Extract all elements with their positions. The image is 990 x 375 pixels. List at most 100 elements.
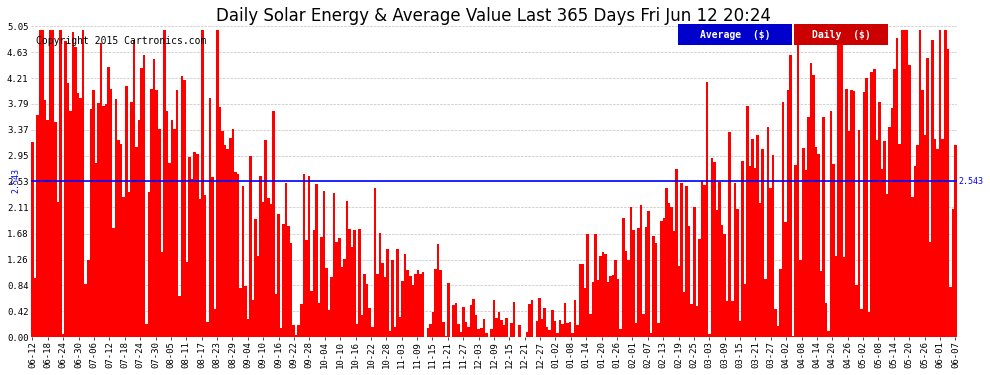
Bar xyxy=(407,270,409,337)
Bar xyxy=(292,325,295,337)
Bar xyxy=(199,198,201,337)
Bar xyxy=(734,183,737,337)
Bar xyxy=(452,305,454,337)
Bar xyxy=(597,280,599,337)
Bar xyxy=(242,186,245,337)
Bar xyxy=(123,197,125,337)
Bar xyxy=(363,274,366,337)
Title: Daily Solar Energy & Average Value Last 365 Days Fri Jun 12 20:24: Daily Solar Energy & Average Value Last … xyxy=(217,7,771,25)
Bar xyxy=(206,322,209,337)
Bar xyxy=(269,204,272,337)
Bar xyxy=(323,191,326,337)
Bar xyxy=(318,303,321,337)
Bar xyxy=(857,130,860,337)
Bar xyxy=(163,30,165,337)
Bar xyxy=(412,285,414,337)
Bar xyxy=(500,320,503,337)
Bar xyxy=(445,336,447,337)
Bar xyxy=(810,63,812,337)
Bar xyxy=(285,183,287,337)
Bar xyxy=(430,324,432,337)
Bar xyxy=(256,256,259,337)
Bar xyxy=(211,177,214,337)
Bar xyxy=(480,328,482,337)
Bar xyxy=(609,276,612,337)
Bar xyxy=(792,336,794,337)
Bar xyxy=(160,252,163,337)
Bar xyxy=(472,299,475,337)
Bar xyxy=(341,267,344,337)
Bar xyxy=(833,164,835,337)
Bar xyxy=(586,234,589,337)
Bar xyxy=(638,228,640,337)
Bar xyxy=(726,301,729,337)
Bar xyxy=(125,86,128,337)
Bar xyxy=(909,65,911,337)
Bar xyxy=(384,277,386,337)
Bar xyxy=(251,300,254,337)
Bar xyxy=(247,320,249,337)
Bar xyxy=(841,45,842,337)
Bar xyxy=(815,147,817,337)
Bar xyxy=(77,93,79,337)
Bar xyxy=(437,243,440,337)
Bar xyxy=(766,127,769,337)
Bar xyxy=(459,332,462,337)
Bar xyxy=(713,162,716,337)
Bar xyxy=(737,209,739,337)
Bar xyxy=(201,30,204,337)
Bar xyxy=(574,300,576,337)
Bar xyxy=(482,319,485,337)
Bar xyxy=(89,109,92,337)
Bar xyxy=(280,328,282,337)
Bar xyxy=(794,165,797,337)
Bar xyxy=(680,183,683,337)
Bar xyxy=(495,318,498,337)
Bar xyxy=(688,226,690,337)
Bar xyxy=(168,163,170,337)
Bar xyxy=(625,251,627,337)
Bar xyxy=(181,75,183,337)
Bar xyxy=(939,30,941,337)
Bar xyxy=(607,282,609,337)
Bar xyxy=(511,323,513,337)
Bar xyxy=(346,201,348,337)
Bar xyxy=(432,312,435,337)
Bar xyxy=(802,148,805,337)
Bar xyxy=(891,108,893,337)
Bar xyxy=(360,315,363,337)
Bar xyxy=(576,325,579,337)
Bar xyxy=(297,325,300,337)
Bar xyxy=(584,288,586,337)
Bar xyxy=(204,195,206,337)
Bar xyxy=(589,314,592,337)
Bar xyxy=(539,298,541,337)
Bar xyxy=(373,188,376,337)
Bar xyxy=(696,306,698,337)
Bar xyxy=(148,192,150,337)
Bar xyxy=(536,321,539,337)
Bar xyxy=(229,138,232,337)
Bar xyxy=(237,174,240,337)
Bar xyxy=(789,55,792,337)
Bar xyxy=(92,90,95,337)
Bar xyxy=(82,30,84,337)
Bar xyxy=(389,331,391,337)
Bar xyxy=(670,207,672,337)
Bar xyxy=(719,182,721,337)
Bar xyxy=(143,56,146,337)
Bar xyxy=(563,303,566,337)
Bar xyxy=(620,329,622,337)
Bar xyxy=(366,284,368,337)
Bar xyxy=(414,274,417,337)
Bar xyxy=(315,184,318,337)
Bar xyxy=(731,301,734,337)
Bar xyxy=(657,322,660,337)
Bar xyxy=(470,305,472,337)
Bar xyxy=(326,268,328,337)
Bar xyxy=(442,321,445,337)
Bar xyxy=(946,49,949,337)
Bar xyxy=(112,228,115,337)
Bar xyxy=(287,226,290,337)
Bar xyxy=(751,140,753,337)
